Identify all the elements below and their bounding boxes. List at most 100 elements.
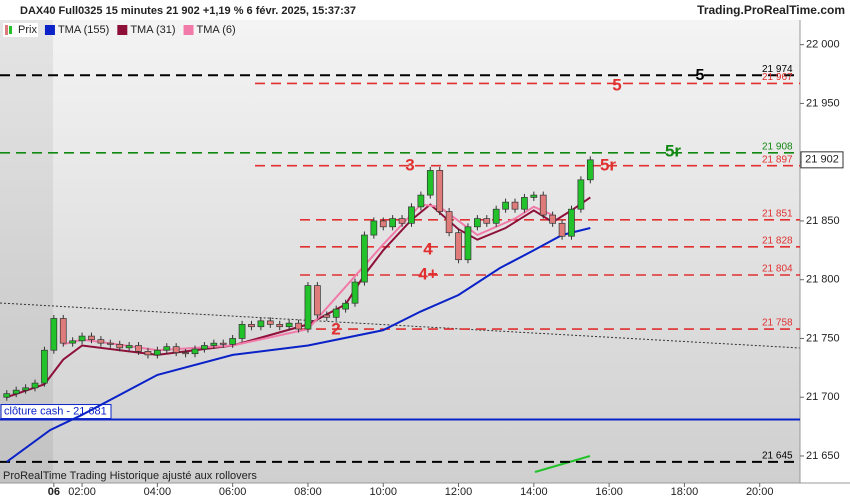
x-tick-label: 06 [48, 486, 60, 498]
legend-label: TMA (155) [58, 24, 109, 36]
candle-body [492, 208, 500, 224]
annotation: 5 [696, 67, 705, 84]
y-tick-label: 22 000 [806, 39, 840, 51]
candle-body [398, 218, 406, 224]
candle-body [539, 194, 547, 216]
annotation: 2 [331, 319, 340, 338]
annotation: 5 [612, 75, 621, 94]
candle-body [379, 220, 387, 228]
candle-body [229, 338, 237, 345]
candle-body [408, 206, 415, 224]
candle-body [78, 335, 86, 342]
candle-body [12, 389, 20, 395]
candle-body [342, 302, 349, 310]
candle-body [41, 349, 48, 384]
candle-body [257, 320, 265, 328]
level-label: 21 897 [762, 154, 793, 165]
plot-area [0, 20, 800, 483]
annotation: 4 [423, 239, 433, 258]
candle-body [483, 218, 491, 224]
candle-body [172, 346, 180, 353]
candle-body [511, 201, 519, 210]
y-tick-label: 21 700 [806, 391, 840, 403]
annotation: 4+ [418, 264, 437, 283]
candle-body [238, 324, 246, 339]
x-tick-label: 14:00 [520, 486, 548, 498]
candle-body [106, 342, 114, 345]
candle-body [370, 220, 378, 236]
candle-body [201, 345, 208, 350]
y-tick-label: 21 750 [806, 332, 840, 344]
level-label: 21 974 [762, 64, 793, 75]
x-tick-label: 02:00 [68, 486, 96, 498]
level-label: 21 908 [762, 141, 793, 152]
legend-swatch [44, 25, 55, 35]
candle-body [182, 352, 189, 355]
candle-body [50, 318, 58, 351]
last-price-label: 21 902 [805, 154, 839, 166]
x-tick-label: 06:00 [219, 486, 247, 498]
legend-swatch [117, 25, 128, 35]
candle-body [464, 226, 472, 261]
y-tick-label: 21 850 [806, 215, 840, 227]
candle-body [3, 393, 11, 398]
legend-swatch [9, 26, 12, 34]
candle-body [266, 320, 274, 325]
y-tick-label: 21 800 [806, 274, 840, 286]
candle-body [502, 201, 509, 210]
candle-body [116, 343, 124, 349]
x-tick-label: 10:00 [369, 486, 397, 498]
x-tick-label: 04:00 [144, 486, 172, 498]
chart-title: DAX40 Full0325 15 minutes 21 902 +1,19 %… [20, 5, 356, 17]
legend-label: Prix [18, 24, 37, 36]
level-label: 21 804 [762, 264, 793, 275]
candle-body [59, 318, 67, 344]
candle-body [351, 281, 359, 304]
close-label: clôture cash - 21 681 [4, 405, 107, 417]
y-tick-label: 21 950 [806, 97, 840, 109]
x-tick-label: 20:00 [746, 486, 774, 498]
candle-body [426, 170, 434, 196]
level-label: 21 828 [762, 235, 793, 246]
legend-swatch [5, 25, 8, 35]
candle-body [295, 322, 302, 330]
annotation: 5r [600, 155, 616, 174]
candle-body [332, 308, 340, 318]
candle-body [154, 349, 161, 356]
legend-label: TMA (6) [197, 24, 236, 36]
candle-body [586, 159, 594, 181]
annotation: 5r [665, 141, 681, 160]
moving-average [6, 227, 591, 463]
candle-body [314, 285, 321, 316]
footer: ProRealTime Trading Historique ajusté au… [3, 470, 257, 482]
moving-average [6, 196, 591, 399]
legend-swatch [183, 25, 194, 35]
candle-body [577, 179, 585, 210]
candle-body [219, 342, 227, 345]
candle-body [549, 214, 557, 224]
candle-body [474, 218, 481, 228]
last-price-box [800, 151, 844, 169]
annotation: 3 [405, 155, 414, 174]
candle-body [558, 222, 566, 237]
x-tick-label: 18:00 [671, 486, 699, 498]
candle-body [144, 351, 152, 356]
candle-body [31, 382, 39, 389]
candle-body [88, 335, 95, 340]
source: Trading.ProRealTime.com [697, 3, 845, 17]
level-label: 21 645 [762, 450, 793, 461]
candle-body [210, 342, 218, 346]
candle-body [323, 314, 331, 318]
candle-body [125, 345, 133, 349]
candle-body [445, 211, 453, 234]
indicator-line [534, 455, 591, 473]
candle-body [191, 348, 199, 355]
candle-body [276, 324, 284, 328]
candle-body [248, 324, 255, 328]
candle-body [389, 218, 397, 228]
candle-body [22, 387, 29, 391]
x-tick-label: 16:00 [595, 486, 623, 498]
x-tick-label: 12:00 [445, 486, 473, 498]
candle-body [163, 346, 171, 351]
